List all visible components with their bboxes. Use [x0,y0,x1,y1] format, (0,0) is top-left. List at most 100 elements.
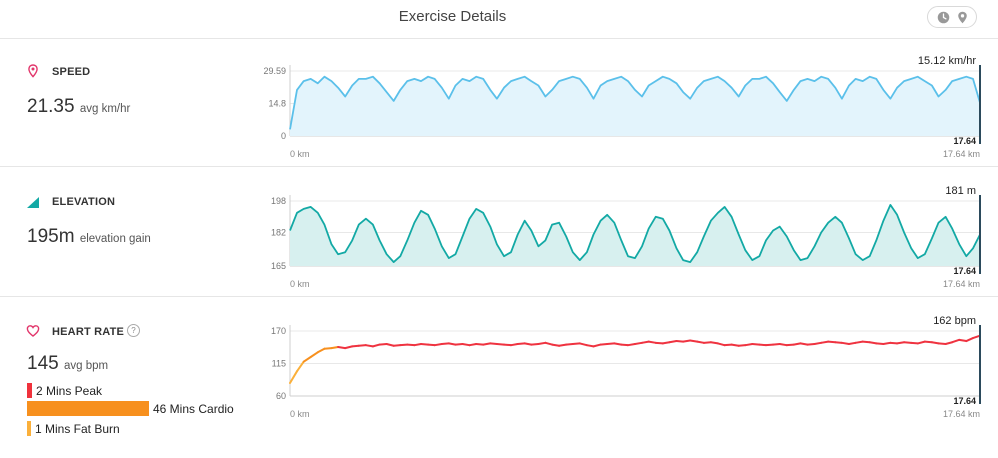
heart-rate-line-segment [840,341,850,345]
heart-rate-data-point [476,343,477,344]
elevation-data-point [476,208,477,209]
heart-rate-line-segment [440,342,450,345]
heart-rate-data-point [841,342,842,343]
heart-rate-data-point [600,344,601,345]
heart-rate-data-point [876,343,877,344]
heart-rate-line-segment [971,334,981,340]
clock-icon[interactable] [937,11,950,24]
heart-rate-line-segment [847,341,857,345]
heart-rate-data-point [972,338,973,339]
heart-rate-line-segment [357,344,367,347]
speed-data-point [614,78,615,79]
heart-rate-data-point [496,343,497,344]
heart-rate-line-segment [447,342,457,346]
speed-x-end-label: 17.64 km [943,149,980,159]
elevation-data-point [310,206,311,207]
speed-chart[interactable]: 29.59 14.8 0 15.12 km/hr 17.64 0 km 17.64 km [250,39,990,167]
speed-data-point [945,89,946,90]
heart-rate-line-segment [316,347,326,354]
elevation-data-point [897,214,898,215]
heart-rate-data-point [627,345,628,346]
elevation-data-point [717,212,718,213]
heart-rate-line-segment [910,341,919,345]
elevation-data-point [600,220,601,221]
elevation-data-point [386,254,387,255]
heart-rate-line-segment [682,339,692,343]
zone-label: 2 Mins Peak [36,384,103,398]
speed-data-point [607,81,608,82]
speed-data-point [669,78,670,79]
heart-rate-data-point [731,344,732,345]
heart-rate-line-segment [565,343,574,346]
heart-rate-data-point [379,344,380,345]
heart-rate-data-point [779,343,780,344]
speed-data-point [538,85,539,86]
heart-rate-data-point [765,345,766,346]
heart-rate-data-point [938,343,939,344]
speed-data-point [786,100,787,101]
elevation-data-point [552,224,553,225]
elevation-value-unit: m [58,226,75,247]
heart-rate-data-point [814,343,815,344]
elevation-data-point [420,210,421,211]
heart-rate-data-point [641,342,642,343]
heart-rate-data-point [462,343,463,344]
speed-data-point [731,87,732,88]
elevation-y-tick-label: 165 [271,261,286,271]
speed-data-point [490,89,491,90]
heart-rate-line-segment [930,341,940,345]
heart-rate-line-segment [296,360,305,373]
heart-rate-data-point [862,341,863,342]
speed-data-point [586,87,587,88]
speed-data-point [800,81,801,82]
elevation-data-point [945,216,946,217]
heart-rate-line-segment [813,341,823,345]
elevation-data-point [828,222,829,223]
heart-rate-line-segment [330,345,340,350]
heart-rate-data-point [952,342,953,343]
heart-rate-line-segment [675,340,685,343]
speed-data-point [690,98,691,99]
speed-data-point [931,85,932,86]
speed-data-point [793,89,794,90]
speed-data-point [621,76,622,77]
heart-rate-line-segment [344,345,354,350]
heart-rate-line-segment [337,345,347,350]
heart-rate-data-point [289,382,290,383]
speed-data-point [579,78,580,79]
heart-rate-line-segment [923,340,933,344]
heart-rate-line-segment [903,341,913,344]
elevation-data-point [655,216,656,217]
speed-data-point [904,81,905,82]
elevation-data-point [358,224,359,225]
heart-rate-data-point [407,344,408,345]
heart-rate-line-segment [620,343,629,347]
heart-rate-line-segment [765,343,775,347]
heart-rate-data-point [524,343,525,344]
heart-rate-line-segment [702,341,712,344]
speed-data-point [655,81,656,82]
heart-rate-chart[interactable]: 170 115 60 162 bpm 17.64 0 km 17.64 km [250,299,990,427]
elevation-data-point [483,212,484,213]
elevation-data-point [490,226,491,227]
view-toggle[interactable] [927,6,977,28]
map-pin-icon[interactable] [956,11,969,24]
heart-rate-data-point [469,345,470,346]
speed-data-point [303,81,304,82]
heart-rate-line-segment [551,343,561,347]
heart-rate-line-segment [413,343,423,347]
elevation-chart[interactable]: 198 182 165 181 m 17.64 0 km 17.64 km [250,169,990,297]
elevation-gain-value: 195 [27,226,59,247]
elevation-data-point [303,208,304,209]
speed-data-point [296,89,297,90]
speed-data-point [386,92,387,93]
speed-data-point [441,87,442,88]
help-icon[interactable]: ? [127,324,140,337]
speed-data-point [496,98,497,99]
elevation-data-point [904,232,905,233]
heart-rate-line-segment [502,343,513,347]
speed-data-point [372,76,373,77]
elevation-data-point [593,234,594,235]
heart-rate-line-segment [530,343,540,346]
heart-rate-data-point [579,343,580,344]
